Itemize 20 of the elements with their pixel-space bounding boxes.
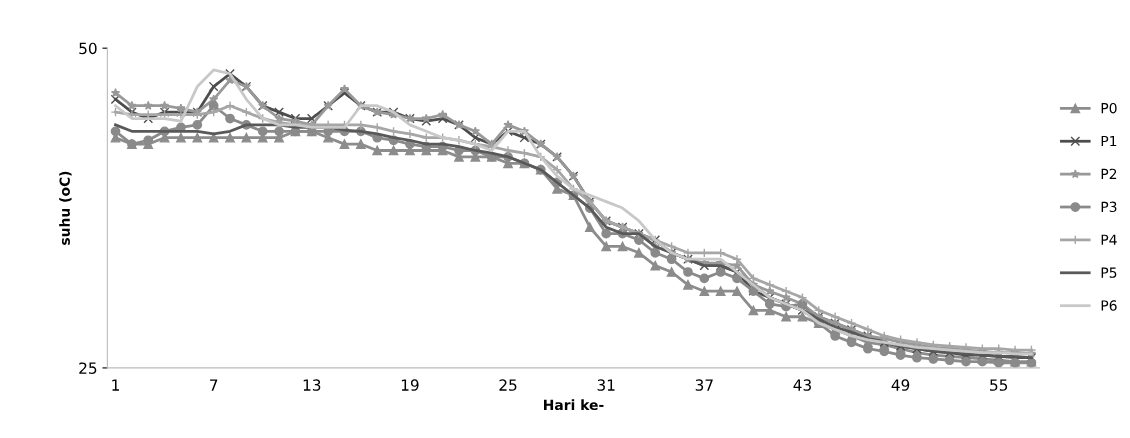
x-tick-label: 31: [597, 379, 615, 391]
legend-label: P5: [1101, 267, 1117, 278]
y-axis-title: suhu (oC): [59, 171, 72, 245]
y-tick-label: 50: [79, 42, 97, 55]
x-tick-label: 25: [499, 379, 517, 391]
x-tick-label: 49: [891, 379, 910, 391]
x-tick-label: 37: [695, 379, 713, 391]
x-tick-label: 55: [990, 379, 1008, 391]
x-axis-title: Hari ke-: [544, 399, 604, 411]
legend-label: P2: [1101, 168, 1117, 179]
x-tick-label: 43: [793, 379, 811, 391]
legend-label: P1: [1101, 135, 1117, 147]
legend-label: P0: [1101, 102, 1117, 114]
x-tick-label: 1: [112, 379, 119, 391]
x-tick-label: 13: [303, 379, 321, 391]
x-tick-label: 7: [210, 379, 218, 391]
x-tick-label: 19: [401, 379, 419, 391]
legend-label: P3: [1101, 201, 1117, 213]
legend-label: P4: [1101, 234, 1117, 245]
legend-label: P6: [1101, 300, 1117, 311]
